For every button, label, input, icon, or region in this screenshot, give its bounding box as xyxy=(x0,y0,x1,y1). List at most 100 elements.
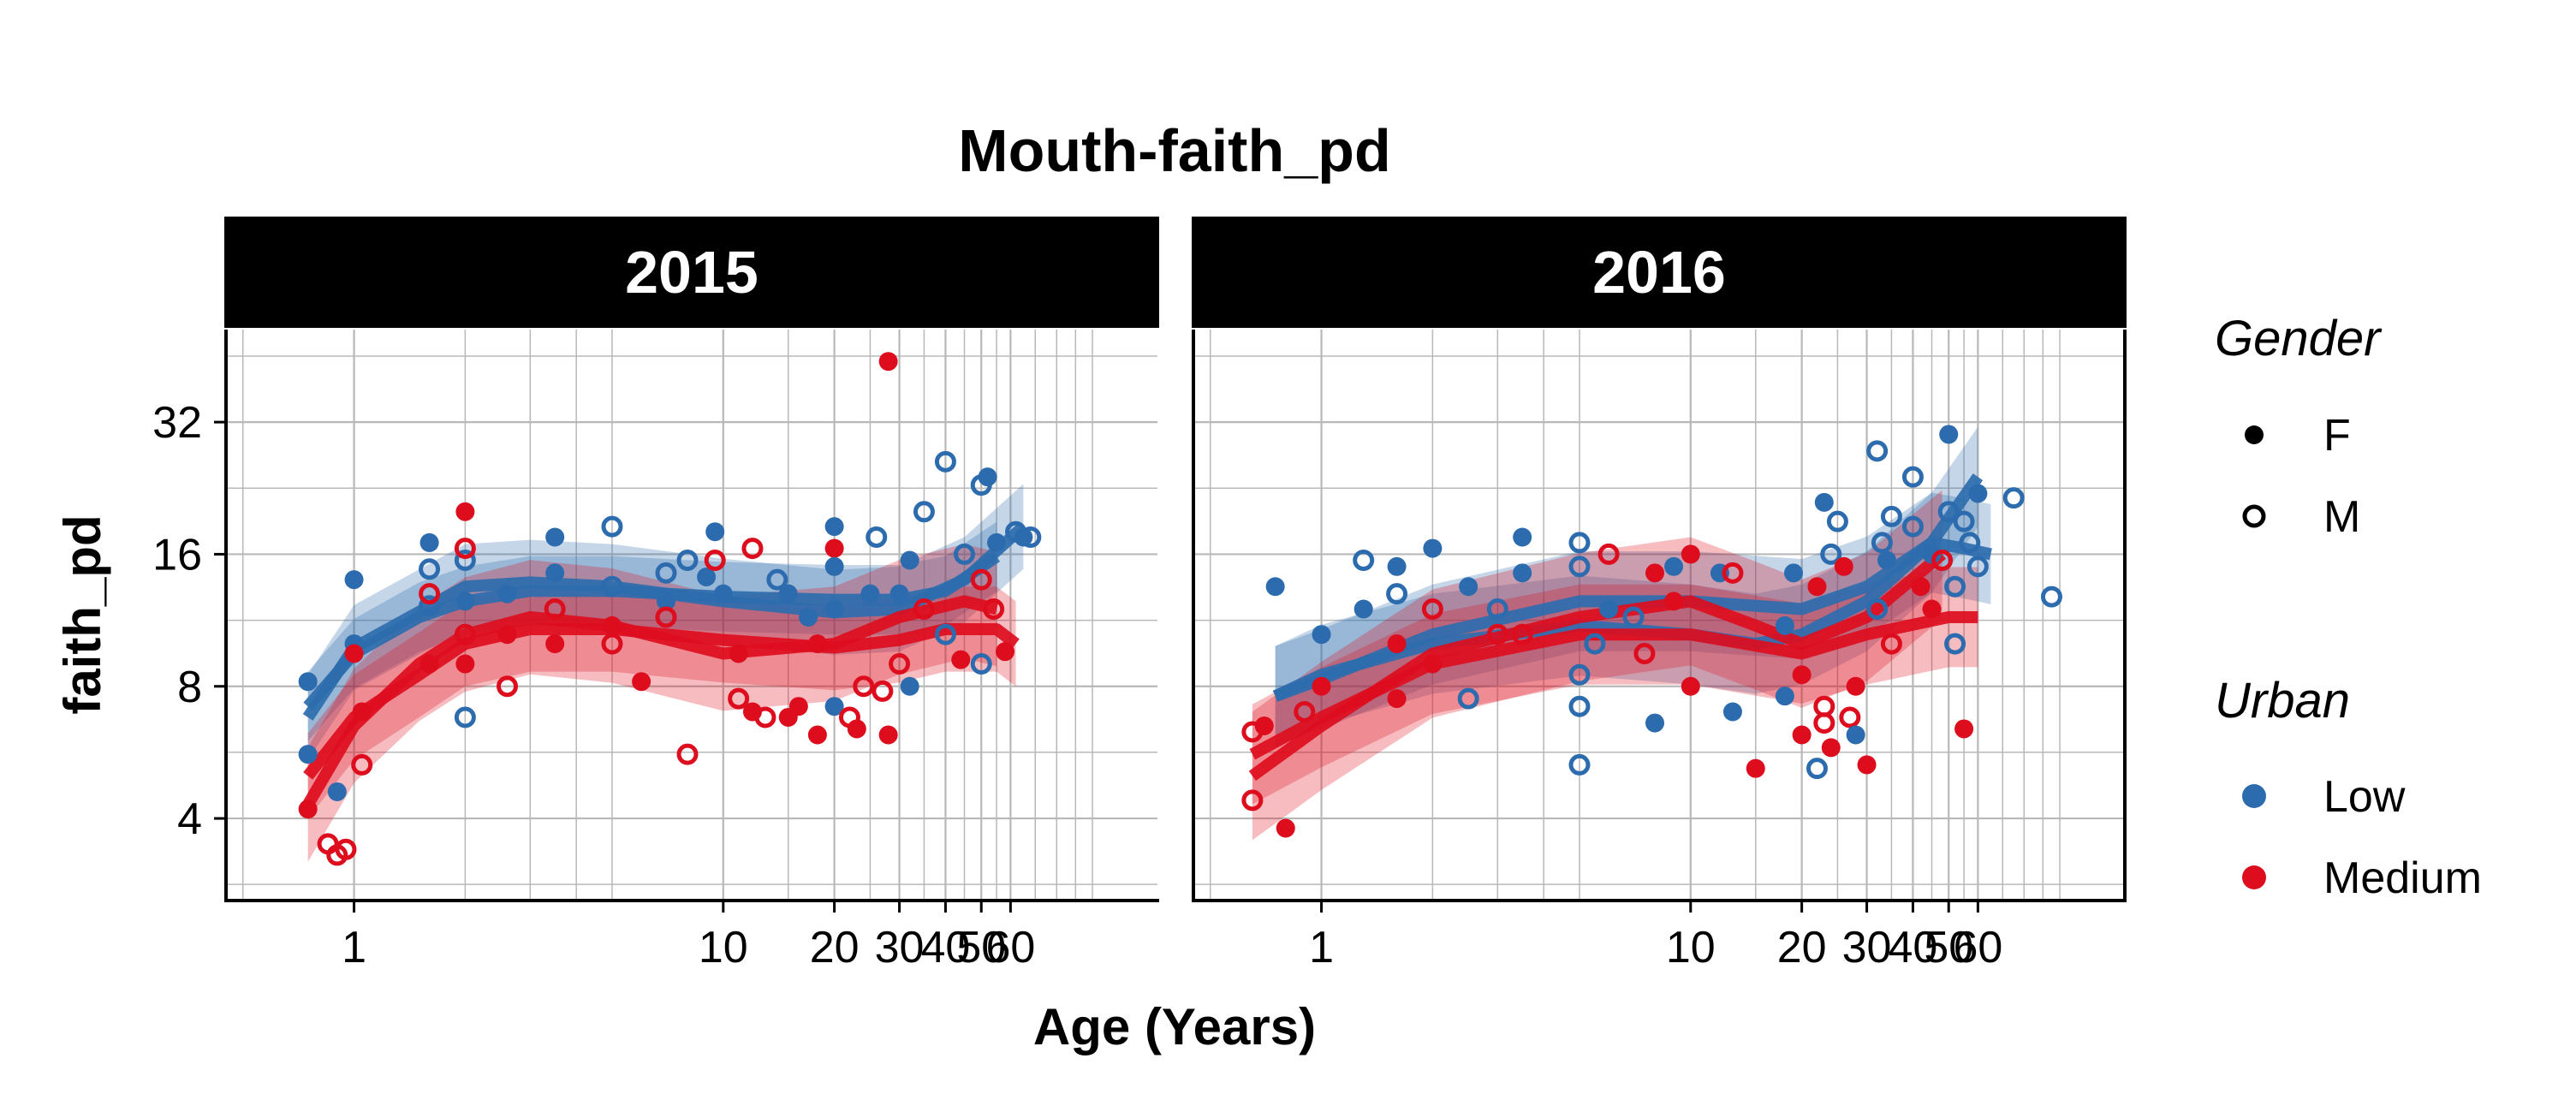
x-tick-label: 1 xyxy=(1309,923,1334,972)
data-point xyxy=(335,838,357,860)
data-point xyxy=(1513,563,1532,583)
trend-line-low-m xyxy=(1273,536,1992,702)
data-point xyxy=(1866,598,1889,620)
data-point xyxy=(1944,575,1966,598)
y-tick-label: 8 xyxy=(177,663,202,712)
data-point xyxy=(1459,577,1478,597)
data-point xyxy=(1664,592,1684,611)
confidence-band-medium-f xyxy=(1252,567,1978,805)
data-point xyxy=(1312,625,1331,645)
data-point xyxy=(419,558,441,580)
legend-key-f xyxy=(2245,425,2264,444)
data-point xyxy=(983,598,1005,620)
data-point xyxy=(853,675,875,698)
data-point xyxy=(799,607,818,627)
data-point xyxy=(970,568,992,591)
data-point xyxy=(866,526,888,548)
x-tick-label: 50 xyxy=(1924,923,1973,972)
data-point xyxy=(1294,700,1316,722)
data-point xyxy=(1814,492,1834,512)
legend-title-gender: Gender xyxy=(2215,311,2383,366)
data-point xyxy=(1353,549,1375,571)
data-point xyxy=(824,538,844,558)
data-point xyxy=(419,583,441,605)
data-point xyxy=(697,568,717,587)
x-axis-title: Age (Years) xyxy=(1033,998,1316,1055)
data-point xyxy=(1901,466,1924,488)
data-point xyxy=(996,642,1015,662)
data-point xyxy=(676,549,699,571)
data-point xyxy=(900,550,919,570)
data-point xyxy=(1681,544,1700,564)
legend: Gender F M Urban Low Medium xyxy=(2215,311,2482,903)
data-point xyxy=(298,800,318,819)
legend-label-low: Low xyxy=(2323,772,2406,822)
data-point xyxy=(824,697,844,716)
data-point xyxy=(1954,719,1974,739)
data-point xyxy=(1421,598,1443,620)
legend-title-urban: Urban xyxy=(2215,673,2350,728)
data-point xyxy=(454,549,476,571)
data-point xyxy=(1597,543,1620,565)
strip-2015 xyxy=(224,217,1159,328)
data-point xyxy=(298,745,318,764)
data-point xyxy=(970,653,992,675)
x-tick-label: 10 xyxy=(1666,923,1716,972)
data-point xyxy=(741,538,764,560)
confidence-band-medium-m xyxy=(1252,490,1942,841)
data-point xyxy=(632,672,651,692)
data-point xyxy=(454,538,476,560)
data-point xyxy=(1775,615,1794,635)
data-point xyxy=(705,522,725,542)
data-point xyxy=(1826,510,1848,532)
data-point xyxy=(872,680,894,702)
data-point xyxy=(1254,716,1274,735)
data-point xyxy=(878,352,898,372)
data-point xyxy=(900,676,919,696)
data-point xyxy=(1821,738,1841,758)
data-point xyxy=(1931,549,1954,571)
data-point xyxy=(655,562,677,584)
points-2015 xyxy=(298,352,1042,866)
data-point xyxy=(1312,676,1331,696)
data-point xyxy=(1959,532,1981,554)
x-tick-label: 10 xyxy=(699,923,748,972)
strip-2016 xyxy=(1192,217,2127,328)
x-tick-label: 30 xyxy=(875,923,925,972)
data-point xyxy=(913,501,935,523)
data-point xyxy=(657,592,676,611)
data-point xyxy=(807,725,827,745)
data-point xyxy=(1722,562,1744,584)
data-point xyxy=(778,584,798,604)
data-point xyxy=(824,599,844,619)
data-point xyxy=(1265,577,1285,597)
data-point xyxy=(1664,556,1684,576)
y-ticks: 4 8 16 32 xyxy=(152,398,226,844)
data-point xyxy=(454,623,476,645)
data-point xyxy=(1846,676,1865,696)
data-point xyxy=(1775,687,1794,706)
data-point xyxy=(419,532,439,552)
data-point xyxy=(545,634,565,654)
data-point xyxy=(344,644,364,663)
data-point xyxy=(1599,599,1619,619)
data-point xyxy=(754,706,776,728)
data-point xyxy=(1944,633,1966,655)
data-point xyxy=(1922,544,1942,564)
data-point xyxy=(455,592,475,611)
legend-label-medium: Medium xyxy=(2323,853,2482,903)
data-point xyxy=(455,502,475,521)
x-tick-label: 1 xyxy=(342,923,366,972)
data-point xyxy=(327,782,347,801)
data-point xyxy=(676,743,699,765)
data-point xyxy=(545,563,565,583)
data-point xyxy=(1792,665,1812,685)
data-point xyxy=(298,672,318,692)
x-tick-label: 60 xyxy=(1953,923,2002,972)
data-point xyxy=(951,650,971,669)
data-point xyxy=(704,549,726,571)
